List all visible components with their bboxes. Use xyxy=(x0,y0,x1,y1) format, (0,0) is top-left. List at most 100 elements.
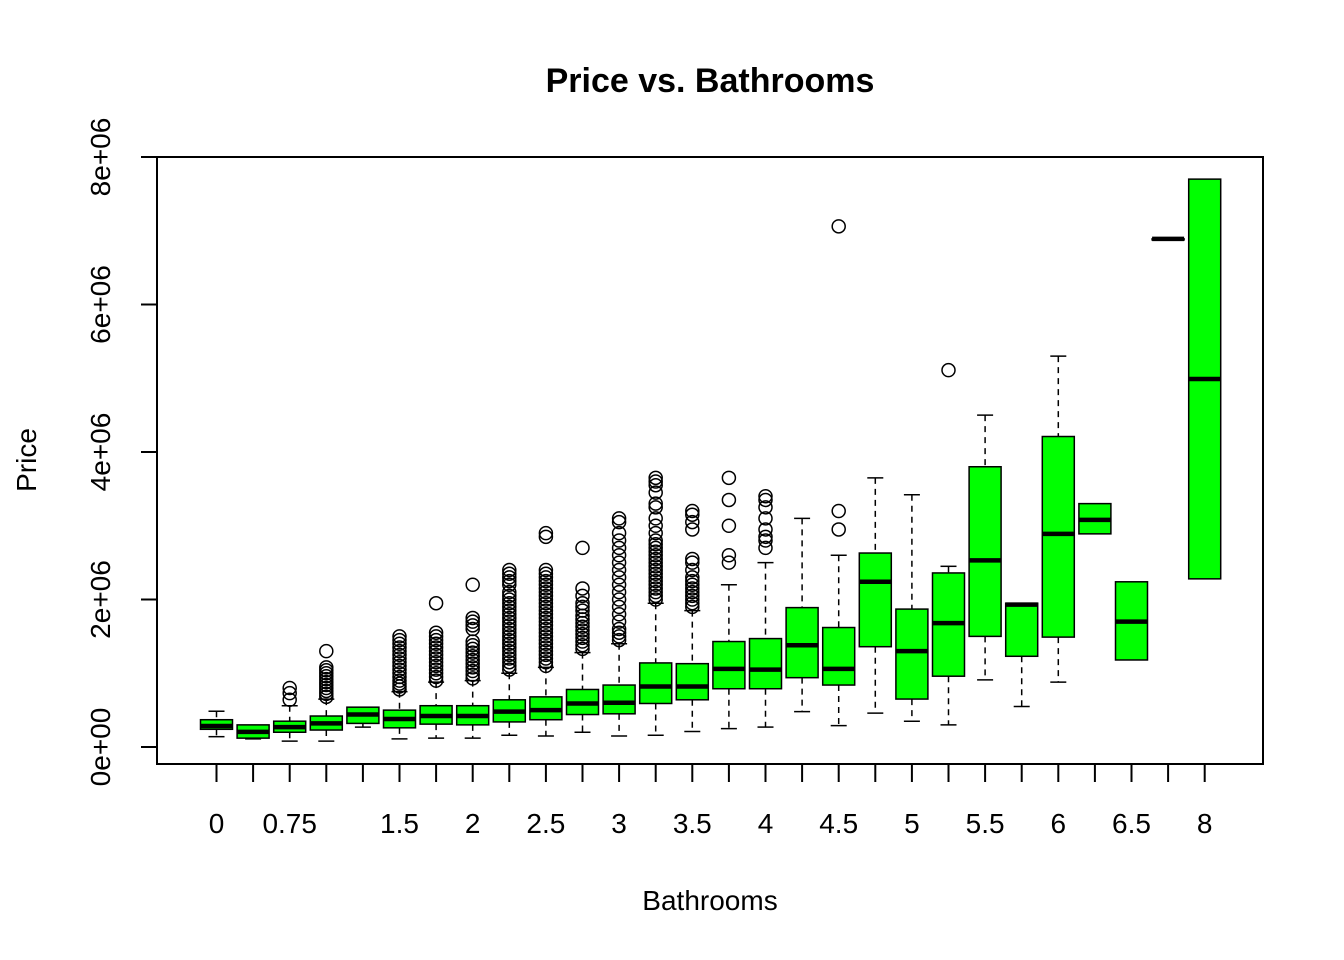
outlier-point xyxy=(721,492,737,508)
outlier-point xyxy=(392,662,407,677)
outlier-point xyxy=(648,592,663,607)
outlier-point xyxy=(502,607,517,622)
outlier-point xyxy=(611,599,627,615)
box-2.75 xyxy=(565,540,600,733)
outlier-point xyxy=(428,629,444,644)
outlier-point xyxy=(611,533,627,548)
outlier-point xyxy=(502,658,517,674)
outlier-point xyxy=(465,614,480,629)
box-1.5 xyxy=(382,629,417,740)
outlier-point xyxy=(538,566,554,581)
box-body xyxy=(858,552,893,648)
box-6.25 xyxy=(1078,502,1112,535)
outlier-point xyxy=(575,595,590,611)
outlier-point xyxy=(502,629,517,644)
outlier-point xyxy=(502,662,517,677)
outlier-point xyxy=(428,636,444,651)
outlier-point xyxy=(611,555,627,570)
outlier-point xyxy=(319,643,334,659)
outlier-point xyxy=(392,643,407,659)
outlier-point xyxy=(538,636,554,651)
box-4.5 xyxy=(821,219,856,727)
box-body xyxy=(748,637,783,690)
outlier-point xyxy=(648,548,663,563)
outlier-point xyxy=(538,632,554,648)
outlier-point xyxy=(428,654,444,670)
outlier-point xyxy=(282,692,297,708)
box-3.25 xyxy=(638,470,673,736)
x-tick-label: 6 xyxy=(1051,808,1067,839)
outlier-point xyxy=(392,636,407,651)
chart-title: Price vs. Bathrooms xyxy=(546,62,875,100)
outlier-point xyxy=(611,614,627,629)
outlier-point xyxy=(611,548,627,563)
outlier-point xyxy=(392,654,407,670)
outlier-point xyxy=(611,632,627,648)
outlier-point xyxy=(685,555,700,570)
y-tick-label: 4e+06 xyxy=(85,413,116,492)
x-tick-label: 0.75 xyxy=(262,808,317,839)
outlier-point xyxy=(611,621,627,637)
outlier-point xyxy=(538,658,554,674)
box-8 xyxy=(1187,178,1222,580)
outlier-point xyxy=(685,522,700,537)
outlier-point xyxy=(502,603,517,618)
outlier-point xyxy=(428,625,444,640)
outlier-point xyxy=(502,632,517,648)
outlier-point xyxy=(648,470,663,486)
outlier-point xyxy=(648,566,663,581)
box-body xyxy=(712,640,746,690)
outlier-point xyxy=(502,621,517,637)
outlier-point xyxy=(575,581,590,596)
outlier-point xyxy=(758,540,773,556)
outlier-point xyxy=(611,607,627,622)
outlier-point xyxy=(392,669,407,685)
outlier-point xyxy=(648,518,663,533)
outlier-point xyxy=(648,485,663,500)
outlier-point xyxy=(648,477,663,493)
outlier-point xyxy=(502,618,517,633)
outlier-point xyxy=(685,562,700,578)
outlier-point xyxy=(575,641,590,657)
outlier-point xyxy=(465,656,480,671)
x-tick-label: 3 xyxy=(611,808,627,839)
outlier-point xyxy=(465,671,480,686)
outlier-point xyxy=(685,599,700,615)
x-tick-label: 0 xyxy=(209,808,225,839)
box-body xyxy=(895,608,929,700)
outlier-point xyxy=(575,626,590,642)
outlier-point xyxy=(282,680,297,696)
box-6.5 xyxy=(1114,581,1149,661)
outlier-point xyxy=(428,632,444,648)
outlier-point xyxy=(538,562,554,578)
outlier-point xyxy=(648,559,663,574)
outlier-point xyxy=(392,658,407,674)
outlier-point xyxy=(465,621,480,637)
outlier-point xyxy=(392,673,407,688)
outlier-point xyxy=(428,640,444,655)
outlier-point xyxy=(538,643,554,659)
x-tick-label: 3.5 xyxy=(673,808,712,839)
outlier-point xyxy=(392,629,407,644)
outlier-point xyxy=(502,643,517,659)
outlier-point xyxy=(685,514,700,530)
outlier-point xyxy=(685,507,700,522)
box-body xyxy=(1041,435,1076,638)
outlier-point xyxy=(758,529,773,545)
outlier-point xyxy=(611,525,627,541)
outlier-point xyxy=(502,654,517,670)
outlier-point xyxy=(538,529,554,545)
outlier-point xyxy=(465,610,480,626)
box-6 xyxy=(1041,355,1076,683)
y-tick-label: 0e+00 xyxy=(85,708,116,787)
outlier-point xyxy=(502,588,517,604)
outlier-point xyxy=(575,619,590,635)
outlier-point xyxy=(758,489,773,504)
outlier-point xyxy=(758,500,773,515)
outlier-point xyxy=(502,577,517,592)
x-axis-label: Bathrooms xyxy=(642,885,777,916)
box-body xyxy=(675,662,710,701)
outlier-point xyxy=(465,637,480,653)
outlier-point xyxy=(465,577,480,592)
